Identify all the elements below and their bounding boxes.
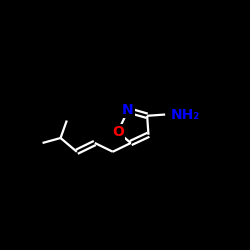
Text: O: O	[112, 125, 124, 139]
Text: N: N	[122, 103, 134, 117]
Text: NH₂: NH₂	[171, 108, 200, 122]
